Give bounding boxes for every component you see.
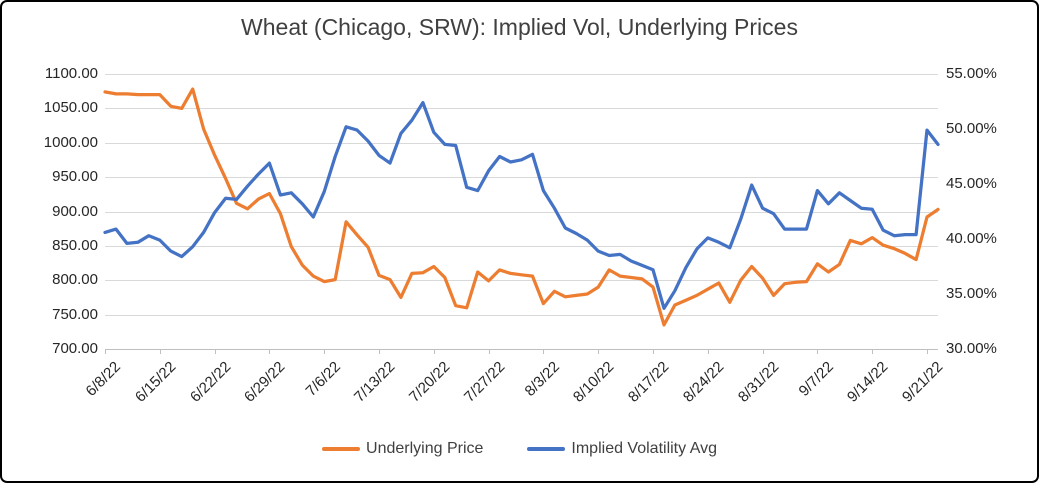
y-axis-left-tick-label: 700.00 — [52, 340, 98, 357]
legend-item-underlying-price: Underlying Price — [322, 440, 483, 458]
gridline — [105, 280, 938, 282]
legend-swatch-underlying-price — [322, 447, 361, 451]
series-line-implied-volatility-avg — [103, 100, 940, 310]
legend-item-implied-vol: Implied Volatility Avg — [527, 440, 717, 458]
gridline — [105, 74, 938, 75]
x-axis-tick-mark — [324, 349, 326, 354]
y-axis-left-tick-label: 1000.00 — [43, 133, 98, 151]
y-axis-right-tick-label: 55.00% — [946, 65, 997, 82]
gridline — [105, 177, 938, 179]
gridline — [105, 211, 938, 213]
legend-swatch-implied-vol — [527, 447, 566, 451]
y-axis-left-tick-label: 850.00 — [52, 236, 98, 254]
y-axis-left-tick-label: 950.00 — [52, 168, 98, 186]
legend-label-implied-vol: Implied Volatility Avg — [571, 440, 717, 457]
y-axis-right-tick-label: 40.00% — [946, 230, 997, 247]
y-axis-right-tick-label: 45.00% — [946, 175, 997, 192]
x-axis-tick-mark — [543, 349, 545, 354]
x-axis-tick-mark — [707, 349, 709, 354]
legend: Underlying Price Implied Volatility Avg — [2, 440, 1037, 458]
x-axis-tick-mark — [598, 349, 600, 354]
x-axis-tick-mark — [379, 349, 380, 354]
x-axis-tick-mark — [653, 349, 655, 354]
x-axis-tick-mark — [433, 349, 435, 354]
gridline — [105, 314, 938, 316]
x-axis-tick-mark — [488, 349, 490, 354]
y-axis-right-tick-label: 50.00% — [946, 120, 997, 137]
x-axis-tick-mark — [762, 349, 764, 354]
legend-label-underlying-price: Underlying Price — [366, 440, 484, 457]
y-axis-left-tick-label: 750.00 — [52, 305, 98, 323]
gridline — [105, 245, 938, 247]
chart-title: Wheat (Chicago, SRW): Implied Vol, Under… — [241, 14, 798, 40]
y-axis-left-tick-label: 1050.00 — [43, 99, 98, 117]
x-axis-tick-mark — [269, 349, 271, 354]
x-axis-tick-mark — [214, 349, 216, 354]
y-axis-left-tick-label: 800.00 — [52, 271, 98, 289]
y-axis-left-tick-label: 1100.00 — [44, 65, 98, 82]
y-axis-right-tick-label: 35.00% — [946, 285, 997, 302]
x-axis-tick-mark — [817, 349, 819, 354]
x-axis-tick-mark — [159, 349, 161, 354]
series-line-underlying-price — [103, 87, 940, 327]
gridline — [105, 108, 938, 110]
y-axis-right-tick-label: 30.00% — [946, 340, 997, 357]
x-axis-tick-mark — [927, 349, 929, 354]
gridline — [105, 142, 938, 144]
y-axis-left-tick-label: 900.00 — [52, 202, 98, 220]
x-axis-tick-mark — [105, 349, 106, 354]
gridline — [105, 349, 938, 350]
x-axis-tick-mark — [872, 349, 874, 354]
